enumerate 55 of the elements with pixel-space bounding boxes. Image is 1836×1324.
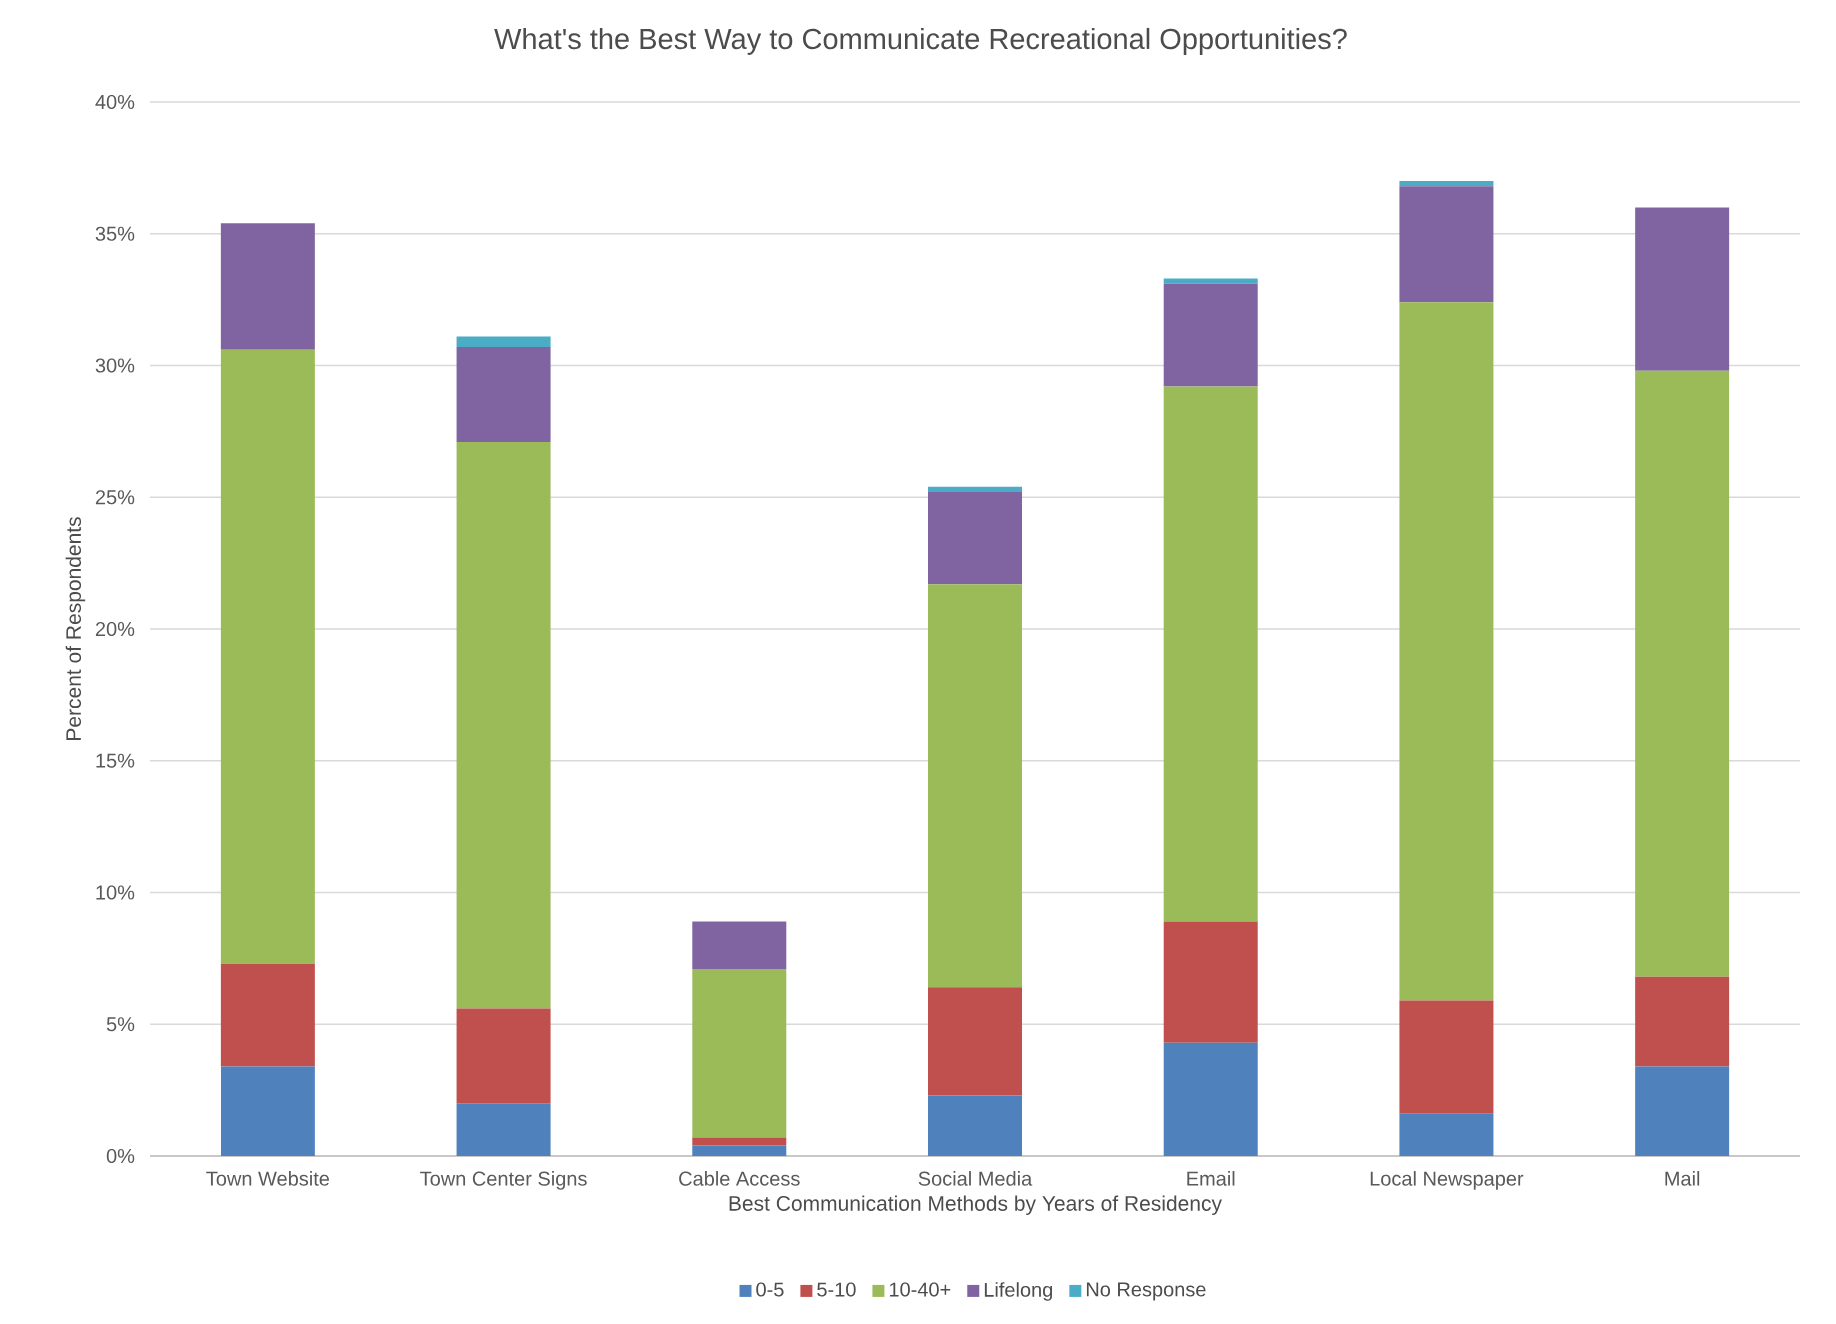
- x-tick-label: Cable Access: [679, 1171, 800, 1186]
- bar: [1399, 1000, 1494, 1114]
- bar: [928, 486, 1023, 492]
- y-tick-label: 0%: [106, 1148, 135, 1164]
- x-tick-label: Town Website: [206, 1171, 330, 1186]
- x-tick-label: Email: [1187, 1171, 1235, 1186]
- chart-title: What's the Best Way to Communicate Recreational Opportunities?: [494, 27, 1347, 55]
- y-tick-label: 20%: [95, 621, 135, 637]
- bar: [456, 336, 551, 348]
- x-tick-label: Town Center Signs: [420, 1171, 587, 1190]
- bar: [1635, 1066, 1730, 1156]
- bar: [1163, 1042, 1258, 1156]
- bar: [928, 1095, 1023, 1156]
- bar: [692, 1145, 787, 1156]
- y-axis-title: Percent of Respondents: [65, 517, 86, 740]
- bar: [1163, 386, 1258, 922]
- bar: [220, 1066, 315, 1156]
- x-axis-title: Best Communication Methods by Years of Residency: [729, 1195, 1222, 1216]
- bar: [1163, 278, 1258, 284]
- legend-label: 0-5: [756, 1282, 784, 1297]
- bar: [928, 584, 1023, 988]
- bar: [1163, 283, 1258, 387]
- bar: [1635, 207, 1730, 371]
- bar: [1399, 302, 1494, 1001]
- y-tick-label: 35%: [95, 226, 135, 241]
- bar: [1399, 1113, 1494, 1156]
- bar: [220, 223, 315, 350]
- x-tick-label: Local Newspaper: [1370, 1171, 1524, 1190]
- bar: [1635, 976, 1730, 1067]
- bar: [1399, 186, 1494, 303]
- legend-label: Lifelong: [984, 1282, 1053, 1301]
- bar: [456, 347, 551, 442]
- bar: [1163, 921, 1258, 1043]
- bar: [220, 349, 315, 964]
- bar: [1635, 370, 1730, 977]
- legend-label: 10-40+: [889, 1282, 951, 1297]
- bar: [456, 441, 551, 1009]
- bar: [928, 987, 1023, 1096]
- y-tick-label: 5%: [106, 1017, 135, 1032]
- legend-label: 5-10: [817, 1282, 856, 1297]
- y-tick-label: 30%: [95, 358, 135, 373]
- bar: [928, 491, 1023, 585]
- x-tick-label: Mail: [1665, 1171, 1700, 1186]
- bar: [220, 963, 315, 1067]
- y-tick-label: 40%: [95, 94, 135, 110]
- y-tick-label: 15%: [96, 753, 135, 768]
- bar: [692, 921, 787, 969]
- legend-label: No Response: [1086, 1282, 1206, 1301]
- bar: [456, 1008, 551, 1104]
- y-tick-label: 25%: [95, 490, 135, 505]
- bar: [1399, 181, 1494, 187]
- bar: [692, 968, 787, 1138]
- x-tick-label: Social Media: [918, 1171, 1033, 1186]
- bar: [456, 1103, 551, 1156]
- y-tick-label: 10%: [96, 885, 135, 900]
